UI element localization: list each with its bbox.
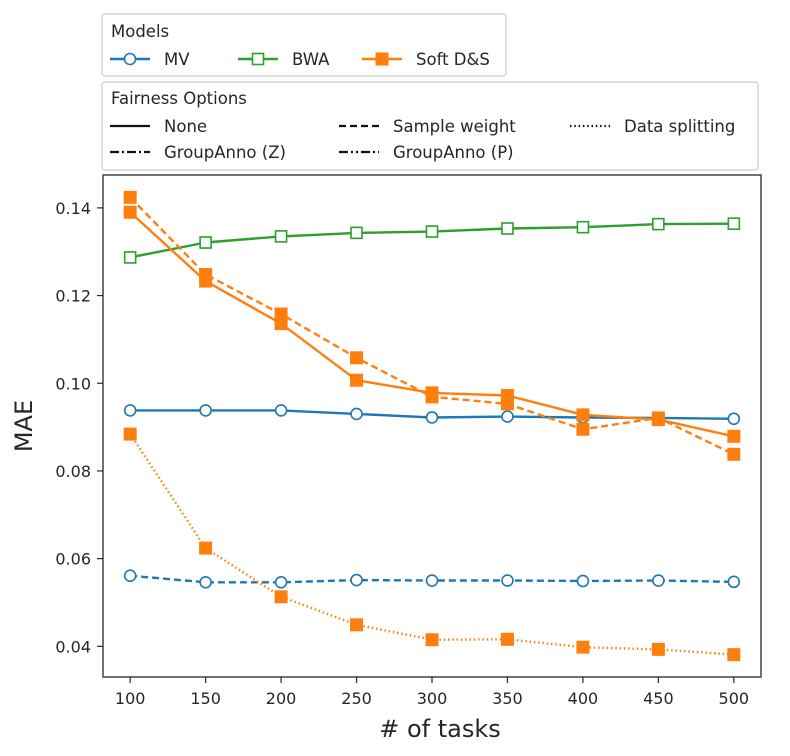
legend-marker [375, 52, 389, 66]
data-point [727, 447, 741, 461]
data-point [727, 217, 741, 230]
data-point [123, 205, 137, 219]
data-point [274, 307, 288, 321]
x-tick-label: 400 [568, 689, 599, 708]
data-point [651, 642, 665, 656]
data-point [425, 574, 439, 587]
y-tick-label: 0.08 [55, 462, 91, 481]
y-axis-title: MAE [10, 400, 38, 452]
legend-label: None [164, 117, 207, 136]
x-axis-title: # of tasks [379, 715, 501, 743]
data-point [652, 574, 665, 587]
data-point [274, 230, 288, 243]
data-point [274, 404, 288, 417]
data-point [576, 408, 590, 422]
legend-fairness: Fairness Options None Sample weight Data s… [101, 81, 759, 171]
legend-fairness-title: Fairness Options [111, 89, 247, 108]
legend-models-frame [101, 13, 507, 77]
data-point [199, 404, 212, 417]
legend-entry-groupanno-p-: GroupAnno (P) [339, 143, 514, 162]
legend-models-title: Models [111, 22, 169, 41]
data-point [425, 390, 439, 404]
data-point [425, 411, 439, 424]
data-point [123, 404, 137, 417]
data-point [501, 574, 514, 587]
data-point [500, 632, 514, 646]
data-point [652, 217, 665, 231]
data-point [199, 541, 213, 555]
y-tick-label: 0.06 [55, 550, 91, 569]
x-tick-label: 350 [492, 689, 523, 708]
legend-entry-mv: MV [110, 50, 190, 69]
legend-entry-groupanno-z-: GroupAnno (Z) [110, 143, 286, 162]
legend-label: Data splitting [624, 117, 735, 136]
x-tick-label: 150 [190, 689, 221, 708]
x-tick-label: 200 [266, 689, 297, 708]
series-bwa-none [123, 217, 741, 264]
data-point [500, 397, 514, 411]
plot-frame [102, 174, 762, 678]
series-mv-sample-weight [123, 569, 741, 589]
series-soft-d-s-data-splitting [123, 427, 741, 662]
data-point [425, 225, 439, 238]
data-point [274, 575, 288, 589]
y-axis: 0.04 0.06 0.08 0.10 0.12 0.14 [55, 199, 103, 656]
data-point [501, 222, 514, 235]
legend-label: GroupAnno (Z) [164, 143, 286, 162]
data-point [576, 640, 590, 654]
data-point [123, 251, 137, 264]
y-tick-label: 0.04 [55, 637, 91, 656]
data-point [199, 268, 213, 282]
legend-models: Models MV BWA Soft D&S [101, 13, 507, 77]
data-point [123, 190, 137, 204]
y-tick-label: 0.12 [55, 287, 91, 306]
data-point [576, 574, 590, 588]
x-axis: 100 150 200 250 300 350 400 450 500 [115, 677, 749, 708]
data-point [576, 422, 590, 436]
data-point [350, 226, 363, 240]
data-point [123, 569, 137, 583]
legend-label: Soft D&S [416, 50, 490, 69]
legend-label: Sample weight [393, 117, 516, 136]
legend-entry-soft-d-s: Soft D&S [362, 50, 490, 69]
legend-entry-sample-weight: Sample weight [339, 117, 516, 136]
data-point [501, 410, 514, 423]
legend-label: BWA [292, 50, 330, 69]
data-point [123, 427, 137, 441]
data-point [350, 573, 363, 587]
data-point [651, 411, 665, 425]
legend-entry-data-splitting: Data splitting [570, 117, 735, 136]
data-point [199, 236, 212, 249]
x-tick-label: 450 [643, 689, 674, 708]
x-tick-label: 100 [115, 689, 146, 708]
legend-entry-bwa: BWA [238, 50, 330, 69]
y-tick-label: 0.10 [55, 374, 91, 393]
data-point [727, 575, 741, 589]
plot-area: 100 150 200 250 300 350 400 450 500 0.04 0.06 0.08… [55, 174, 762, 708]
data-point [425, 633, 439, 647]
series-soft-d-s-sample-weight [123, 190, 741, 461]
data-point [350, 618, 364, 632]
data-point [727, 429, 741, 443]
data-point [350, 373, 364, 387]
data-point [576, 220, 590, 234]
y-tick-label: 0.14 [55, 199, 91, 218]
data-point [727, 648, 741, 662]
data-point [199, 575, 212, 589]
data-point [727, 412, 741, 426]
legend-fairness-frame [101, 81, 759, 171]
x-tick-label: 500 [719, 689, 750, 708]
x-tick-label: 300 [417, 689, 448, 708]
legend-label: MV [164, 50, 190, 69]
series-layer [123, 190, 741, 662]
legend-marker [251, 52, 265, 66]
data-point [350, 407, 363, 421]
legend-label: GroupAnno (P) [393, 143, 514, 162]
x-tick-label: 250 [341, 689, 372, 708]
legend-entry-none: None [110, 117, 207, 136]
data-point [274, 590, 288, 604]
legend-marker [123, 52, 137, 66]
data-point [350, 351, 364, 365]
